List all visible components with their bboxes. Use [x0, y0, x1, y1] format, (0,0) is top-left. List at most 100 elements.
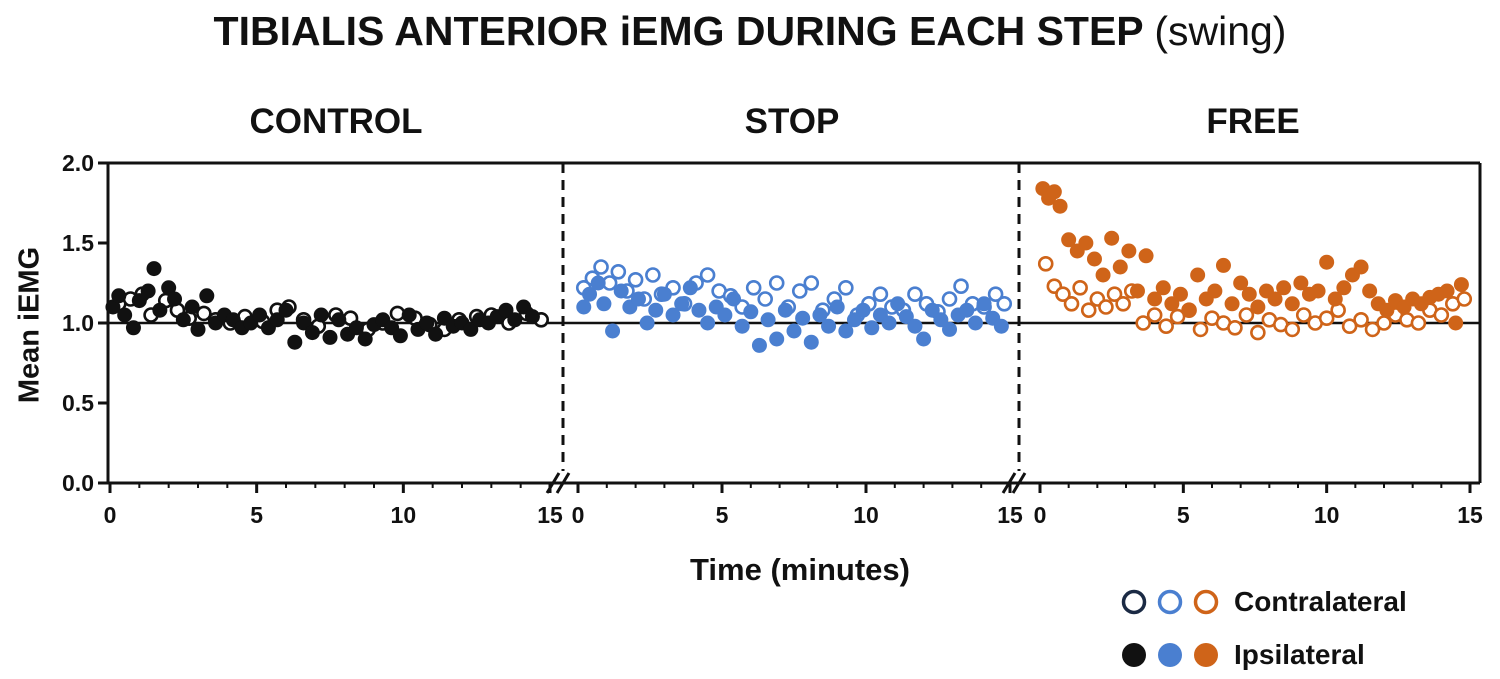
- point-free-ipsilateral: [1267, 291, 1283, 307]
- point-control-ipsilateral: [287, 334, 303, 350]
- point-free-ipsilateral: [1121, 243, 1137, 259]
- point-stop-contralateral: [791, 283, 808, 299]
- point-stop-ipsilateral: [803, 334, 819, 350]
- point-control-ipsilateral: [269, 312, 285, 328]
- point-stop-contralateral: [838, 279, 854, 296]
- point-control-ipsilateral: [252, 307, 268, 323]
- legend-contralateral: Contralateral: [1120, 584, 1407, 620]
- axis-break-mark: [1011, 472, 1027, 494]
- point-free-contralateral: [1295, 307, 1312, 323]
- point-stop-ipsilateral: [691, 302, 707, 318]
- point-free-contralateral: [1284, 321, 1301, 338]
- x-tick-label: 0: [572, 502, 585, 528]
- point-stop-ipsilateral: [959, 302, 975, 318]
- point-control-ipsilateral: [331, 312, 347, 328]
- point-free-ipsilateral: [1327, 291, 1343, 307]
- point-control-ipsilateral: [322, 329, 338, 345]
- point-free-ipsilateral: [1061, 232, 1077, 248]
- point-stop-ipsilateral: [993, 318, 1009, 334]
- point-control-ipsilateral: [105, 299, 121, 315]
- point-free-ipsilateral: [1224, 296, 1240, 312]
- point-free-contralateral: [1037, 255, 1054, 272]
- point-free-ipsilateral: [1362, 283, 1378, 299]
- point-stop-ipsilateral: [743, 304, 759, 320]
- point-free-ipsilateral: [1129, 283, 1145, 299]
- point-stop-ipsilateral: [639, 315, 655, 331]
- point-stop-ipsilateral: [700, 315, 716, 331]
- point-free-contralateral: [1158, 318, 1174, 335]
- legend-marker-free-filled: [1194, 643, 1218, 667]
- point-free-contralateral: [1192, 321, 1209, 338]
- point-stop-contralateral: [645, 267, 661, 283]
- point-free-ipsilateral: [1147, 291, 1163, 307]
- point-free-contralateral: [1364, 321, 1381, 338]
- point-control-ipsilateral: [161, 280, 177, 296]
- x-tick-label: 5: [1177, 502, 1190, 528]
- point-stop-ipsilateral: [717, 307, 733, 323]
- point-stop-ipsilateral: [967, 315, 983, 331]
- point-stop-ipsilateral: [976, 296, 992, 312]
- point-free-ipsilateral: [1052, 198, 1068, 214]
- point-stop-ipsilateral: [760, 312, 776, 328]
- point-free-contralateral: [1456, 291, 1473, 307]
- point-stop-ipsilateral: [734, 318, 750, 334]
- point-free-contralateral: [1063, 295, 1080, 312]
- legend-label-ipsilateral: Ipsilateral: [1234, 639, 1365, 670]
- point-stop-contralateral: [953, 278, 969, 295]
- point-stop-ipsilateral: [682, 280, 698, 296]
- point-stop-ipsilateral: [829, 299, 845, 315]
- point-free-ipsilateral: [1078, 235, 1094, 251]
- point-stop-ipsilateral: [890, 296, 906, 312]
- point-control-ipsilateral: [131, 293, 147, 309]
- y-tick-label: 2.0: [62, 150, 94, 176]
- point-stop-contralateral: [987, 286, 1004, 303]
- point-free-ipsilateral: [1310, 283, 1326, 299]
- legend-marker-free-open: [1193, 589, 1219, 615]
- legend-marker-control-filled: [1122, 643, 1146, 667]
- legend-ipsilateral: Ipsilateral: [1120, 637, 1365, 673]
- legend-marker-control-open: [1121, 589, 1147, 615]
- legend-marker-stop-filled: [1158, 643, 1182, 667]
- axis-break-mark: [555, 472, 571, 494]
- point-control-ipsilateral: [419, 315, 435, 331]
- point-stop-contralateral: [996, 295, 1013, 312]
- point-control-ipsilateral: [498, 302, 514, 318]
- point-control-ipsilateral: [111, 288, 127, 304]
- point-stop-contralateral: [593, 259, 609, 275]
- chart-title-sub: (swing): [1154, 8, 1287, 54]
- point-free-ipsilateral: [1319, 254, 1335, 270]
- point-stop-ipsilateral: [726, 291, 742, 307]
- point-stop-contralateral: [627, 271, 644, 288]
- point-control-ipsilateral: [304, 325, 320, 341]
- point-control-ipsilateral: [348, 320, 364, 336]
- chart-title-main: TIBIALIS ANTERIOR iEMG DURING EACH STEP: [213, 8, 1143, 54]
- point-stop-ipsilateral: [924, 302, 940, 318]
- point-stop-ipsilateral: [838, 323, 854, 339]
- point-free-ipsilateral: [1453, 277, 1469, 293]
- point-free-ipsilateral: [1284, 296, 1300, 312]
- point-free-contralateral: [1106, 286, 1123, 303]
- point-stop-ipsilateral: [933, 312, 949, 328]
- point-stop-contralateral: [803, 275, 820, 291]
- point-control-contralateral: [196, 305, 212, 322]
- point-control-ipsilateral: [296, 315, 312, 331]
- point-control-ipsilateral: [401, 307, 417, 323]
- point-free-ipsilateral: [1379, 302, 1395, 318]
- point-free-contralateral: [1227, 319, 1243, 336]
- point-stop-ipsilateral: [786, 323, 802, 339]
- point-free-ipsilateral: [1138, 248, 1154, 264]
- point-stop-ipsilateral: [576, 299, 592, 315]
- point-free-contralateral: [1146, 307, 1163, 323]
- x-tick-label: 10: [853, 502, 879, 528]
- y-tick-label: 1.0: [62, 310, 94, 336]
- point-free-ipsilateral: [1112, 259, 1128, 275]
- y-tick-label: 0.5: [62, 390, 94, 416]
- point-free-contralateral: [1098, 299, 1114, 315]
- point-free-contralateral: [1072, 279, 1088, 296]
- x-tick-label: 15: [537, 502, 563, 528]
- point-stop-contralateral: [699, 267, 716, 283]
- point-control-ipsilateral: [125, 320, 141, 336]
- point-free-contralateral: [1115, 295, 1131, 312]
- point-free-ipsilateral: [1448, 315, 1464, 331]
